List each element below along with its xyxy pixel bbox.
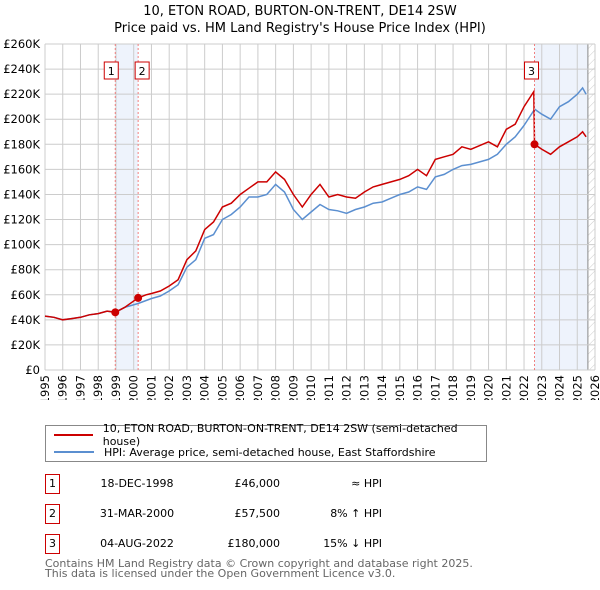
transaction-row: 1 18-DEC-1998 £46,000 ≈ HPI [45, 474, 382, 494]
x-tick-label: 2022 [517, 375, 531, 400]
x-tick-label: 2013 [357, 375, 371, 400]
transaction-row: 2 31-MAR-2000 £57,500 8% ↑ HPI [45, 504, 382, 524]
shaded-range [534, 44, 588, 370]
x-tick-label: 2025 [570, 375, 584, 400]
legend-label: HPI: Average price, semi-detached house,… [104, 445, 436, 459]
transaction-badge: 3 [45, 534, 60, 554]
transaction-hpi: 15% ↓ HPI [323, 537, 382, 550]
transaction-price: £180,000 [227, 537, 281, 550]
y-tick-label: £240K [3, 62, 40, 76]
x-tick-label: 1996 [56, 375, 70, 400]
x-tick-label: 2002 [162, 375, 176, 400]
x-tick-label: 2006 [233, 375, 247, 400]
x-tick-label: 2011 [322, 375, 336, 400]
y-tick-label: £60K [11, 288, 41, 302]
title-line-2: Price paid vs. HM Land Registry's House … [114, 21, 486, 36]
series-line [44, 86, 587, 321]
x-tick-label: 2021 [499, 375, 513, 400]
legend-item-hpi: HPI: Average price, semi-detached house,… [54, 444, 436, 460]
legend-label: 10, ETON ROAD, BURTON-ON-TRENT, DE14 2SW… [102, 422, 458, 448]
x-tick-label: 2014 [375, 375, 389, 400]
x-tick-label: 2016 [411, 375, 425, 400]
sale-point [111, 308, 120, 317]
x-tick-label: 2017 [428, 375, 442, 400]
price-chart: 1995 1996 1997 1998 1999 2000 2001 2002 2003 2004… [3, 37, 600, 400]
footer-copyright: Contains HM Land Registry data © Crown c… [45, 557, 473, 570]
y-tick-label: £20K [11, 338, 41, 352]
x-tick-label: 1998 [91, 375, 105, 400]
y-tick-label: £220K [3, 87, 40, 101]
x-tick-label: 2020 [482, 375, 496, 400]
x-tick-label: 2004 [198, 375, 212, 400]
x-tick-label: 2001 [144, 375, 158, 400]
transaction-date: 04-AUG-2022 [100, 537, 174, 550]
sale-point [530, 140, 539, 149]
transaction-date: 18-DEC-1998 [100, 477, 174, 490]
sale-point [134, 293, 143, 302]
series-line [44, 89, 587, 321]
footer-licence: This data is licensed under the Open Gov… [45, 567, 396, 580]
forecast-hatch [587, 44, 595, 370]
x-tick-label: 2007 [251, 375, 265, 400]
x-tick-label: 2000 [127, 375, 141, 400]
x-tick-label: 2024 [553, 375, 567, 400]
x-tick-label: 2026 [588, 375, 600, 400]
y-tick-label: £100K [3, 238, 40, 252]
x-tick-label: 2015 [393, 375, 407, 400]
legend-swatch-red [54, 434, 93, 436]
transaction-hpi: ≈ HPI [351, 477, 382, 490]
sale-label: 3 [528, 65, 535, 78]
sale-label: 1 [108, 65, 115, 78]
sale-label: 2 [139, 65, 146, 78]
transaction-badge: 2 [45, 504, 60, 524]
y-tick-label: £140K [3, 187, 40, 201]
x-tick-label: 2005 [215, 375, 229, 400]
y-tick-label: £180K [3, 137, 40, 151]
legend: 10, ETON ROAD, BURTON-ON-TRENT, DE14 2SW… [45, 422, 487, 462]
y-tick-label: £40K [11, 313, 41, 327]
sale-label-box [134, 61, 150, 80]
transaction-price: £46,000 [234, 477, 281, 490]
legend-swatch-blue [54, 451, 94, 453]
x-tick-label: 1997 [73, 375, 87, 400]
sale-label-box [103, 61, 119, 80]
title-line-1: 10, ETON ROAD, BURTON-ON-TRENT, DE14 2SW [143, 4, 457, 19]
sale-label-box [524, 61, 539, 80]
y-tick-label: £120K [3, 213, 40, 227]
transaction-row: 3 04-AUG-2022 £180,000 15% ↓ HPI [45, 534, 382, 554]
transaction-hpi: 8% ↑ HPI [330, 507, 382, 520]
y-tick-label: £160K [3, 162, 40, 176]
x-tick-label: 2003 [180, 375, 194, 400]
x-tick-label: 2019 [464, 375, 478, 400]
x-tick-label: 2018 [446, 375, 460, 400]
transaction-badge: 1 [45, 474, 60, 494]
x-tick-label: 2008 [269, 375, 283, 400]
transaction-date: 31-MAR-2000 [99, 507, 175, 520]
transaction-price: £57,500 [234, 507, 281, 520]
legend-item-property: 10, ETON ROAD, BURTON-ON-TRENT, DE14 2SW… [54, 422, 486, 448]
x-tick-label: 2010 [304, 375, 318, 400]
x-tick-label: 2023 [535, 375, 549, 400]
x-tick-label: 2009 [286, 375, 300, 400]
x-tick-label: 1995 [38, 375, 52, 400]
y-tick-label: £200K [3, 112, 40, 126]
y-tick-label: £0 [25, 363, 40, 377]
shaded-range [115, 44, 139, 370]
footer: Contains HM Land Registry data © Crown c… [45, 557, 473, 580]
x-tick-label: 1999 [109, 375, 123, 400]
y-tick-label: £260K [3, 37, 40, 51]
y-tick-label: £80K [11, 263, 41, 277]
x-tick-label: 2012 [340, 375, 354, 400]
chart-title: 10, ETON ROAD, BURTON-ON-TRENT, DE14 2SW… [0, 3, 600, 37]
